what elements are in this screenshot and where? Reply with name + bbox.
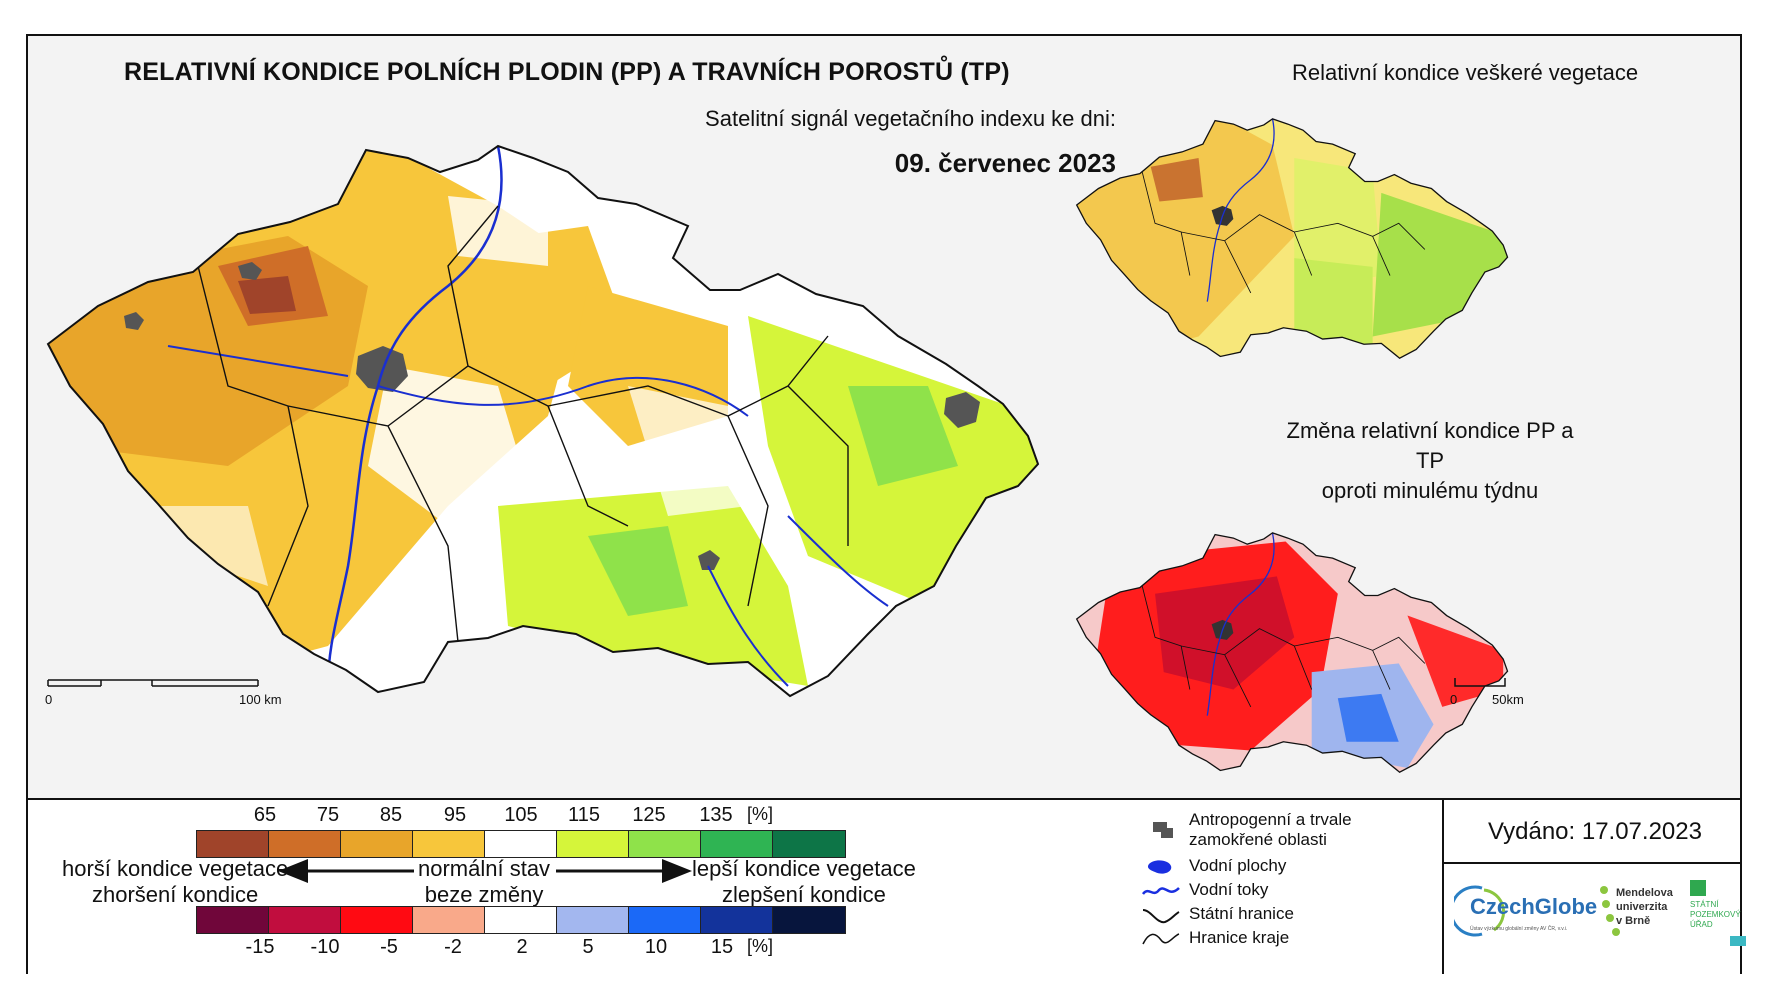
worse-label: horší kondice vegetace zhoršení kondice xyxy=(62,856,288,908)
mendelu-line2: univerzita xyxy=(1616,901,1668,913)
top-colorbar xyxy=(196,830,846,858)
colorbar-swatch xyxy=(557,831,629,857)
top-tick: 115 xyxy=(568,804,600,826)
colorbar-swatch xyxy=(413,831,485,857)
river-icon xyxy=(1142,887,1180,895)
worse-line2: zhoršení kondice xyxy=(91,882,259,907)
bottom-tick-unit: [%] xyxy=(746,936,774,956)
issued-divider xyxy=(1444,862,1740,864)
czechglobe-name: CzechGlobe xyxy=(1470,894,1598,919)
colorbar-swatch xyxy=(701,831,773,857)
inset1-title: Relativní kondice veškeré vegetace xyxy=(1292,60,1639,85)
inset2-scale-end: 50km xyxy=(1492,692,1524,707)
normal-label: normální stav beze změny xyxy=(418,856,550,908)
bottom-tick: 2 xyxy=(516,936,528,958)
top-tick: 135 xyxy=(699,804,733,826)
legend-divider xyxy=(1442,800,1444,974)
top-tick: 65 xyxy=(253,804,277,826)
worse-line1: horší kondice vegetace xyxy=(62,856,289,881)
bottom-colorbar xyxy=(196,906,846,934)
main-map xyxy=(47,145,1039,697)
czechglobe-logo xyxy=(1454,885,1505,937)
legend-state-border: Státní hranice xyxy=(1189,904,1294,923)
date-label: 09. červenec 2023 xyxy=(894,148,1116,178)
inset2-scale-bar xyxy=(1454,678,1506,687)
normal-line1: normální stav xyxy=(418,856,551,881)
mendelu-logo xyxy=(1600,886,1620,936)
colorbar-swatch xyxy=(629,907,701,933)
colorbar-swatch xyxy=(413,907,485,933)
colorbar-swatch xyxy=(269,831,341,857)
mendelu-name: Mendelova univerzita v Brně xyxy=(1616,886,1673,928)
colorbar-swatch xyxy=(341,907,413,933)
inset2-title-line2: oproti minulému týdnu xyxy=(1321,478,1539,503)
colorbar-swatch xyxy=(197,907,269,933)
colorbar-swatch xyxy=(557,907,629,933)
bottom-tick: -5 xyxy=(380,936,398,958)
mendelu-line1: Mendelova xyxy=(1616,887,1673,899)
spu-line3: ÚŘAD xyxy=(1690,920,1713,929)
main-scale-end: 100 km xyxy=(239,692,282,707)
spu-line1: STÁTNÍ xyxy=(1690,900,1719,909)
legend-anthro-line2: zamokřené oblasti xyxy=(1189,830,1327,849)
main-title: RELATIVNÍ KONDICE POLNÍCH PLODIN (PP) A … xyxy=(124,58,1010,86)
colorbar-swatch xyxy=(629,831,701,857)
colorbar-swatch xyxy=(485,907,557,933)
colorbar-swatch xyxy=(197,831,269,857)
top-tick: 125 xyxy=(632,804,666,826)
bottom-tick: 10 xyxy=(644,936,668,958)
arrow-right-icon xyxy=(556,859,692,883)
issued-date: Vydáno: 17.07.2023 xyxy=(1488,818,1702,845)
better-label: lepší kondice vegetace zlepšení kondice xyxy=(692,856,916,908)
better-line2: zlepšení kondice xyxy=(721,882,886,907)
inset1-map xyxy=(1076,118,1509,359)
bottom-tick: 15 xyxy=(710,936,734,958)
colorbar-swatch xyxy=(341,831,413,857)
colorbar-swatch xyxy=(773,907,845,933)
anthropogenic-area-icon xyxy=(1153,822,1173,838)
inset2-title: Změna relativní kondice PP a TP oproti m… xyxy=(1280,416,1580,506)
water-body-icon xyxy=(1147,860,1172,874)
mendelu-line3: v Brně xyxy=(1616,915,1651,927)
figure-frame: RELATIVNÍ KONDICE POLNÍCH PLODIN (PP) A … xyxy=(26,34,1746,974)
colorbar-swatch xyxy=(701,907,773,933)
bottom-tick: -10 xyxy=(310,936,340,958)
czechglobe-subtitle: Ústav výzkumu globální změny AV ČR, v.v.… xyxy=(1470,926,1568,932)
inset2-map xyxy=(1076,532,1509,773)
state-border-icon xyxy=(1142,909,1180,924)
inset2-scale-start: 0 xyxy=(1450,692,1458,707)
top-tick: 95 xyxy=(443,804,467,826)
colorbar-swatch xyxy=(773,831,845,857)
normal-line2: beze změny xyxy=(424,882,544,907)
map-area: RELATIVNÍ KONDICE POLNÍCH PLODIN (PP) A … xyxy=(28,36,1740,798)
bottom-tick: -2 xyxy=(444,936,462,958)
inset2-title-line1: Změna relativní kondice PP a TP xyxy=(1286,418,1574,473)
top-tick: 75 xyxy=(316,804,340,826)
legend-anthro-line1: Antropogenní a trvale xyxy=(1189,810,1352,829)
colorbar-swatch xyxy=(269,907,341,933)
bottom-tick: -15 xyxy=(245,936,275,958)
legend-rivers: Vodní toky xyxy=(1189,880,1269,899)
bottom-tick: 5 xyxy=(582,936,594,958)
colorbar-swatch xyxy=(485,831,557,857)
legend-water-bodies: Vodní plochy xyxy=(1189,856,1287,875)
main-scale-start: 0 xyxy=(45,692,53,707)
legend-region-border: Hranice kraje xyxy=(1189,928,1290,947)
legend-anthro: Antropogenní a trvale zamokřené oblasti xyxy=(1189,810,1352,850)
legend-area: 65 75 85 95 105 115 125 135 [%] horší ko… xyxy=(28,798,1746,974)
spu-logo xyxy=(1690,880,1746,946)
subtitle: Satelitní signál vegetačního indexu ke d… xyxy=(705,106,1116,131)
top-tick: 105 xyxy=(504,804,538,826)
region-border-icon xyxy=(1142,933,1180,945)
top-tick-unit: [%] xyxy=(746,804,774,824)
arrow-left-icon xyxy=(278,859,414,883)
spu-line2: POZEMKOVÝ xyxy=(1690,910,1741,919)
better-line1: lepší kondice vegetace xyxy=(692,856,916,881)
top-tick: 85 xyxy=(379,804,403,826)
spu-name: STÁTNÍ POZEMKOVÝ ÚŘAD xyxy=(1690,900,1741,930)
